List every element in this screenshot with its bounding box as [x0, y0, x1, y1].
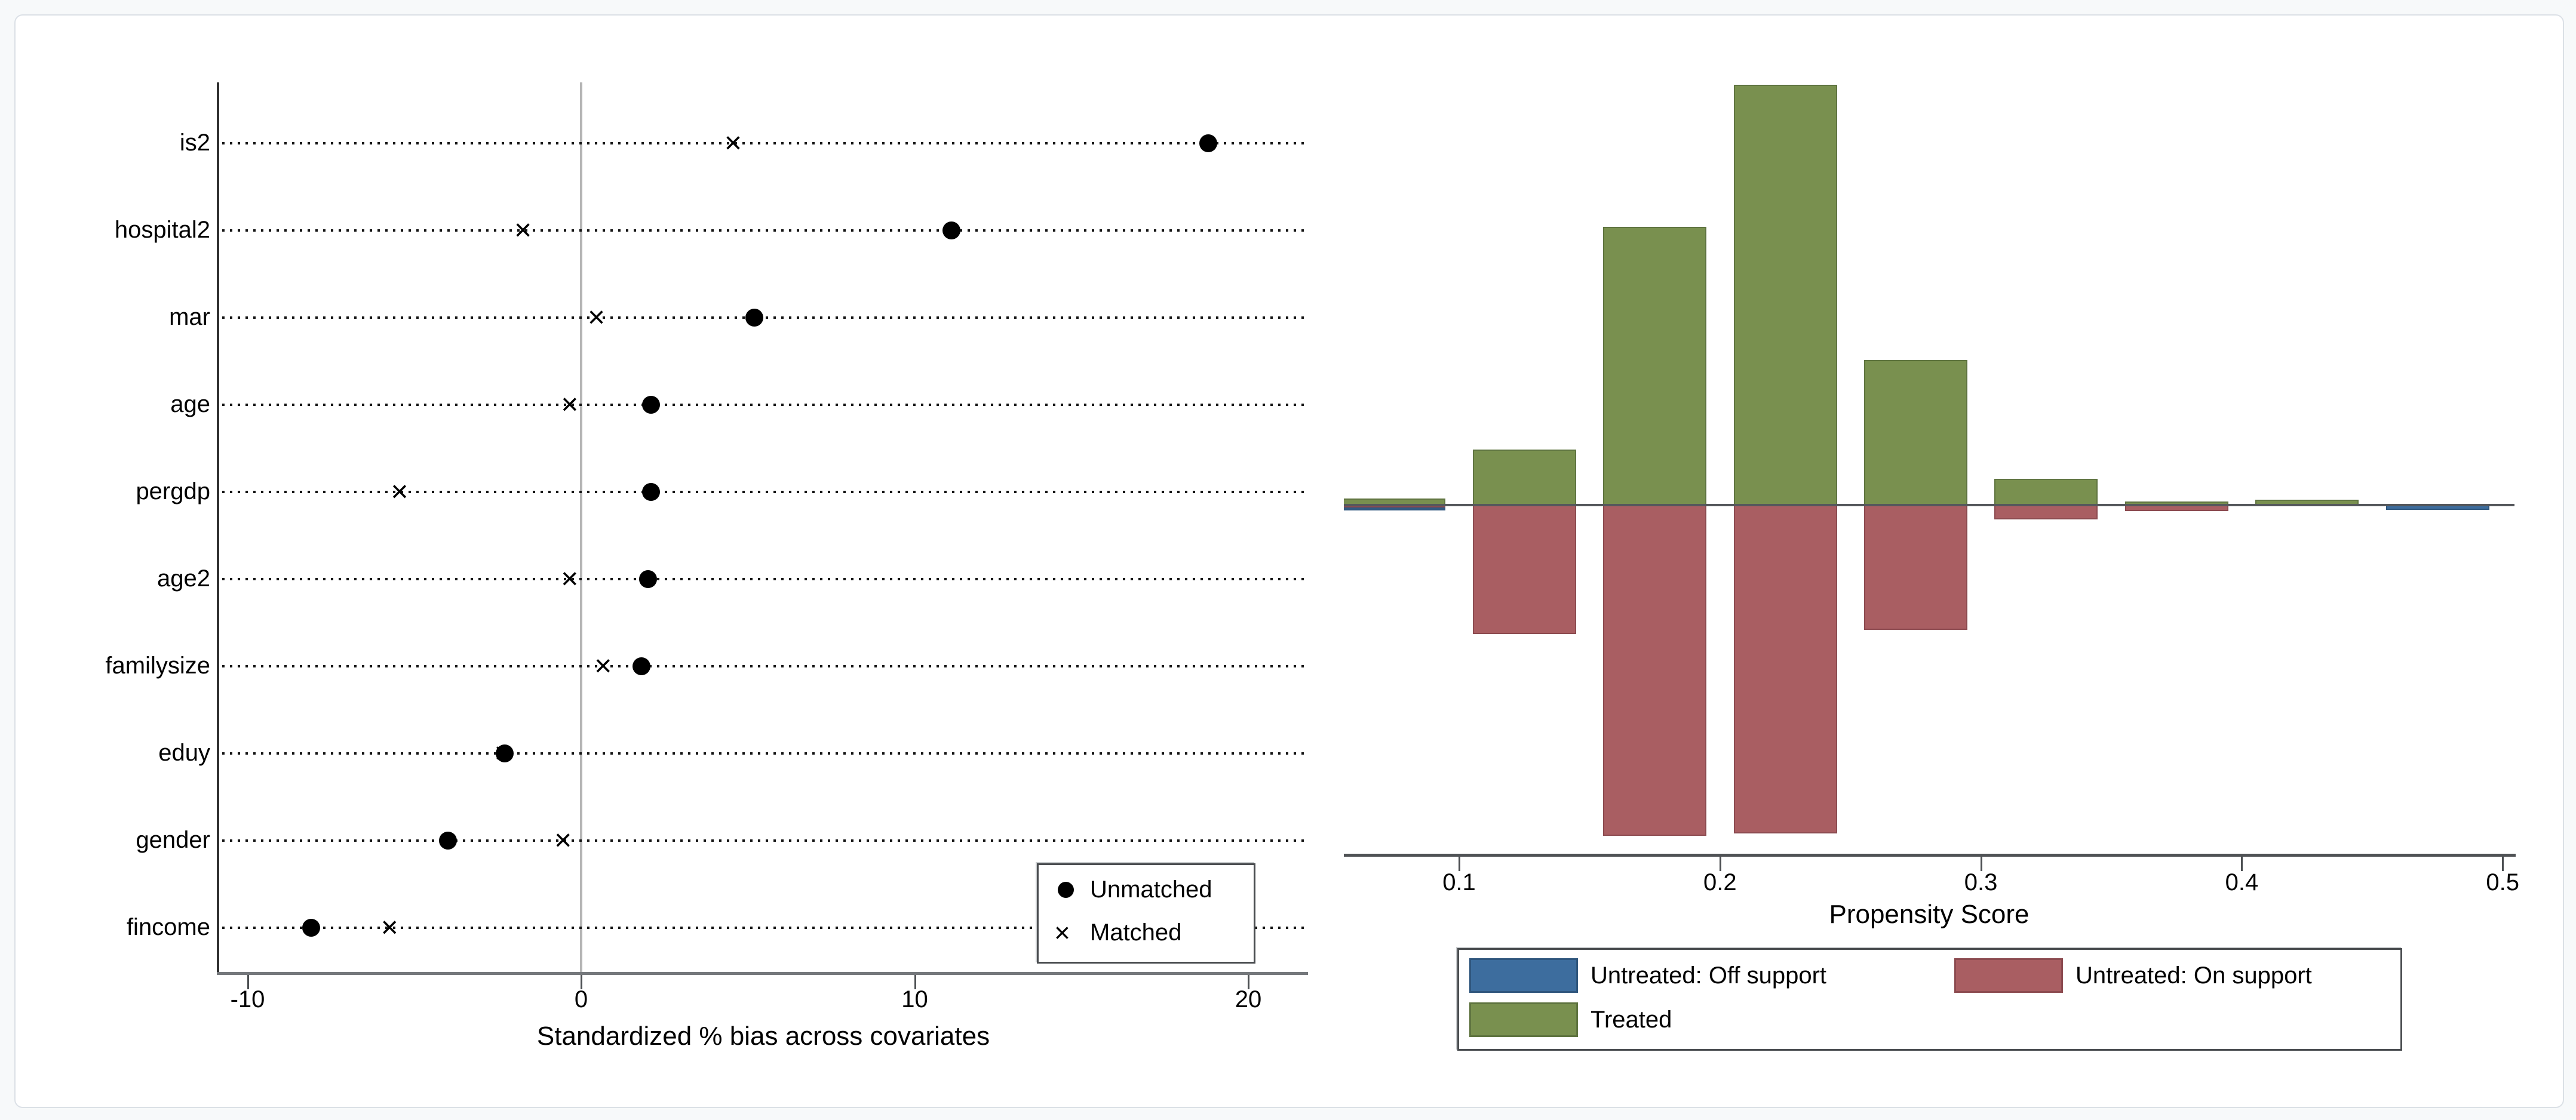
row-label-fincome: fincome [126, 914, 210, 940]
row-dotted-line [222, 316, 1307, 319]
matched-x-marker: × [380, 910, 398, 944]
left-x-tick-label: 20 [1235, 986, 1262, 1013]
bar-untreated-on-support [1733, 505, 1837, 833]
right-x-tick-label: 0.1 [1442, 869, 1476, 896]
right-x-tick [1459, 857, 1460, 871]
matched-x-marker: × [561, 562, 579, 595]
row-dotted-line [222, 752, 1307, 755]
row-dotted-line [222, 229, 1307, 232]
row-label-familysize: familysize [105, 653, 210, 679]
unmatched-dot-marker [302, 919, 320, 937]
legend-label-unmatched: Unmatched [1090, 876, 1212, 903]
right-x-tick [2241, 857, 2243, 871]
row-label-pergdp: pergdp [136, 478, 210, 504]
unmatched-dot-marker [632, 657, 650, 675]
histogram-legend: Untreated: Off support Untreated: On sup… [1457, 948, 2402, 1051]
unmatched-dot-marker [638, 570, 657, 588]
legend-label-treated: Treated [1591, 1007, 1672, 1033]
unmatched-dot-marker [1199, 134, 1217, 152]
left-x-tick [247, 975, 249, 989]
left-plot-x-axis-line [217, 972, 1308, 975]
right-x-tick [1980, 857, 1982, 871]
row-dotted-line [222, 665, 1307, 667]
right-plot-x-axis-title: Propensity Score [1829, 900, 2030, 929]
left-x-tick [581, 975, 582, 989]
bar-treated [1863, 360, 1967, 505]
unmatched-dot-marker [642, 483, 661, 501]
unmatched-dot-marker [942, 221, 960, 239]
row-label-gender: gender [136, 827, 210, 853]
bar-treated [1994, 478, 2098, 505]
right-x-tick-label: 0.4 [2225, 869, 2259, 896]
row-dotted-line [222, 142, 1307, 144]
zero-reference-line [580, 82, 582, 973]
row-label-age2: age2 [157, 565, 210, 592]
matched-x-marker: × [554, 823, 572, 857]
left-x-tick-label: -10 [230, 986, 265, 1013]
matched-x-marker: × [514, 213, 532, 247]
unmatched-dot-marker [495, 744, 514, 762]
right-x-tick-label: 0.5 [2486, 869, 2519, 896]
matched-x-marker: × [724, 126, 742, 159]
left-x-tick-label: 0 [574, 986, 588, 1013]
unmatched-dot-marker [745, 309, 764, 327]
right-x-tick [1719, 857, 1721, 871]
bar-untreated-off-support [1344, 507, 1446, 511]
right-x-tick-label: 0.3 [1964, 869, 1998, 896]
row-dotted-line [222, 404, 1307, 406]
bar-treated [1733, 85, 1837, 505]
unmatched-dot-marker [438, 832, 457, 850]
bar-treated [1603, 226, 1707, 505]
on-support-swatch-icon [1954, 958, 2063, 993]
row-label-age: age [170, 391, 210, 417]
row-dotted-line [222, 927, 1307, 929]
figure-card [14, 14, 2564, 1108]
legend-label-on-support: Untreated: On support [2075, 962, 2312, 989]
legend-row-unmatched: Unmatched [1039, 869, 1254, 910]
unmatched-dot-marker [642, 396, 661, 414]
legend-row-matched: × Matched [1039, 912, 1254, 953]
treated-swatch-icon [1469, 1002, 1578, 1037]
row-label-hospital2: hospital2 [114, 217, 210, 243]
legend-label-matched: Matched [1090, 919, 1182, 946]
right-x-tick-label: 0.2 [1703, 869, 1737, 896]
matched-x-marker: × [391, 475, 409, 508]
bar-untreated-on-support [1863, 505, 1967, 630]
matched-x-marker: × [561, 387, 579, 421]
bar-untreated-on-support [1603, 505, 1707, 836]
row-label-is2: is2 [179, 130, 210, 156]
row-label-mar: mar [169, 304, 210, 330]
row-dotted-line [222, 491, 1307, 493]
matched-x-marker: × [587, 300, 606, 334]
row-dotted-line [222, 578, 1307, 580]
right-x-tick [2502, 857, 2504, 871]
row-dotted-line [222, 839, 1307, 842]
bar-untreated-on-support [1994, 505, 2098, 519]
histogram-zero-line [1344, 504, 2514, 506]
off-support-swatch-icon [1469, 958, 1578, 993]
left-plot-x-axis-title: Standardized % bias across covariates [536, 1021, 990, 1051]
unmatched-dot-icon [1058, 882, 1074, 898]
bar-treated [1472, 450, 1576, 505]
legend-label-off-support: Untreated: Off support [1591, 962, 1827, 989]
matched-x-marker: × [594, 649, 612, 682]
left-x-tick [1248, 975, 1249, 989]
dot-plot-legend: Unmatched × Matched [1037, 863, 1255, 964]
left-plot-y-axis-line [217, 82, 219, 974]
right-plot-x-axis-line [1344, 854, 2516, 857]
matched-x-icon: × [1054, 917, 1070, 948]
histogram-bars [1344, 0, 2514, 854]
row-label-eduy: eduy [158, 740, 210, 766]
left-x-tick [914, 975, 916, 989]
bar-untreated-on-support [1472, 505, 1576, 635]
left-x-tick-label: 10 [901, 986, 928, 1013]
